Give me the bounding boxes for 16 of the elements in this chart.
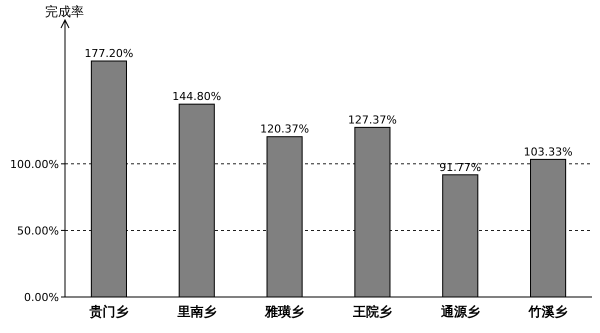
- x-tick-label: 贵门乡: [88, 304, 128, 320]
- x-tick-label: 通源乡: [440, 304, 480, 320]
- y-tick-label: 50.00%: [17, 224, 59, 238]
- y-tick-label: 100.00%: [10, 158, 59, 171]
- data-label: 120.37%: [260, 122, 310, 136]
- x-tick-label: 王院乡: [352, 304, 392, 320]
- data-label: 91.77%: [439, 160, 482, 174]
- data-label: 177.20%: [84, 47, 134, 60]
- x-tick-label: 里南乡: [176, 304, 216, 320]
- x-tick-label: 雅璜乡: [264, 304, 304, 320]
- y-axis-title: 完成率: [45, 4, 84, 20]
- data-label: 144.80%: [172, 90, 222, 104]
- x-tick-label: 竹溪乡: [528, 304, 568, 320]
- data-label: 127.37%: [348, 113, 397, 126]
- y-tick-label: 0.00%: [24, 291, 59, 304]
- data-label: 103.33%: [524, 145, 573, 158]
